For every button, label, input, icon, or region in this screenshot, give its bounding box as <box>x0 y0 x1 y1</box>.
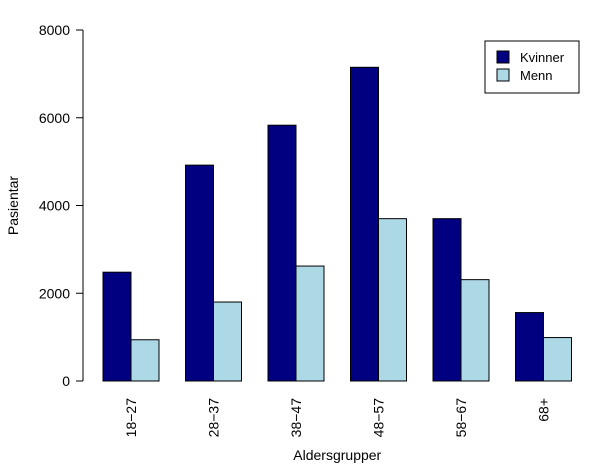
bar-menn-1 <box>130 339 160 382</box>
y-tick-label: 8000 <box>39 22 70 38</box>
x-tick-label: 38−47 <box>288 398 304 438</box>
bar-kvinner-6 <box>515 312 544 382</box>
bar-menn-5 <box>460 279 490 382</box>
bar-kvinner-5 <box>432 218 462 382</box>
bar-kvinner-4 <box>350 66 379 382</box>
bar-menn-6 <box>543 337 572 382</box>
x-tick-label: 58−67 <box>453 398 469 438</box>
x-axis-title: Aldersgrupper <box>293 447 381 463</box>
y-tick-label: 2000 <box>39 285 70 301</box>
x-tick-label: 28−37 <box>206 398 222 438</box>
bar-menn-3 <box>295 265 325 382</box>
legend-box <box>484 40 580 94</box>
legend-label-kvinner: Kvinner <box>520 50 565 65</box>
y-tick-label: 6000 <box>39 110 70 126</box>
y-tick-label: 4000 <box>39 198 70 214</box>
bar-kvinner-3 <box>267 124 297 382</box>
bars-group <box>102 66 572 382</box>
legend-items: Kvinner Menn <box>496 50 565 83</box>
y-axis-title: Pasientar <box>5 176 21 235</box>
x-tick-label: 18−27 <box>123 398 139 438</box>
y-tick-label: 0 <box>62 373 70 389</box>
y-axis-ticks: 0 2000 4000 6000 8000 <box>39 22 83 389</box>
legend-swatch-kvinner <box>496 50 510 64</box>
bar-kvinner-2 <box>185 164 214 382</box>
legend: Kvinner Menn <box>484 40 580 94</box>
legend-label-menn: Menn <box>520 68 553 83</box>
x-tick-label: 48−57 <box>371 398 387 438</box>
bar-menn-4 <box>378 218 407 382</box>
x-axis-tick-labels: 18−27 28−37 38−47 48−57 58−67 68+ <box>123 398 552 438</box>
x-tick-label: 68+ <box>536 398 552 422</box>
bar-kvinner-1 <box>102 271 132 382</box>
legend-swatch-menn <box>496 68 510 82</box>
bar-menn-2 <box>213 301 242 382</box>
